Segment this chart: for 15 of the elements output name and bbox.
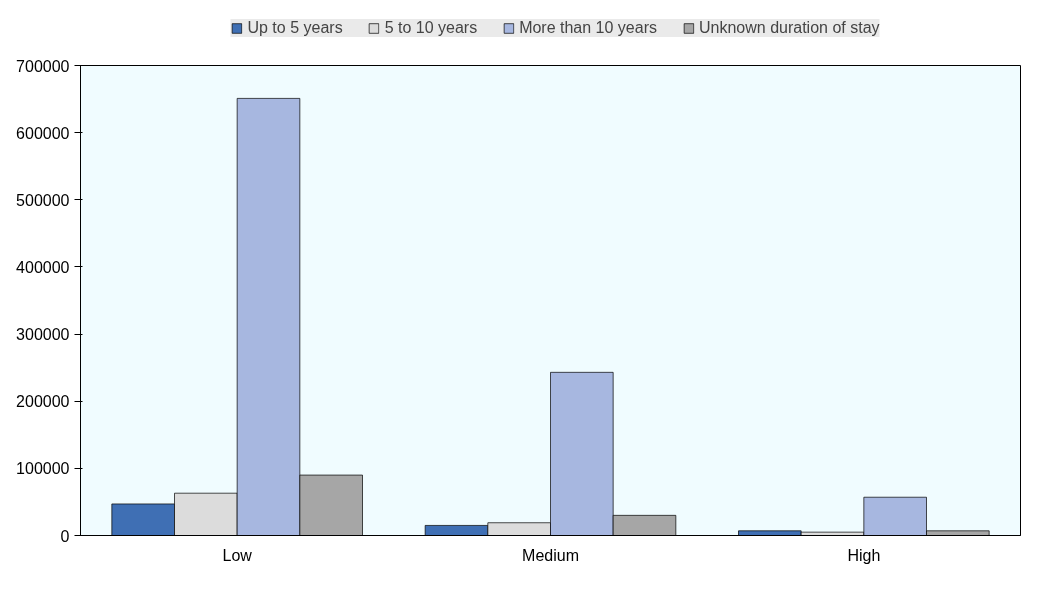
y-tick-label: 600000 (16, 124, 70, 142)
y-tick-label: 700000 (16, 57, 70, 75)
x-tick-label: High (847, 546, 881, 564)
y-tick-label: 300000 (16, 326, 70, 344)
legend-label: More than 10 years (519, 18, 657, 37)
x-tick-label: Medium (522, 546, 579, 564)
y-tick-label: 200000 (16, 393, 70, 411)
y-tick-label: 0 (60, 527, 70, 545)
x-tick-label: Low (222, 546, 253, 564)
legend-label: Up to 5 years (247, 18, 343, 37)
y-tick-label: 500000 (16, 191, 70, 209)
legend-label: 5 to 10 years (384, 18, 478, 37)
y-tick-label: 400000 (16, 258, 70, 276)
legend-label: Unknown duration of stay (698, 18, 880, 37)
y-tick-label: 100000 (16, 460, 70, 478)
